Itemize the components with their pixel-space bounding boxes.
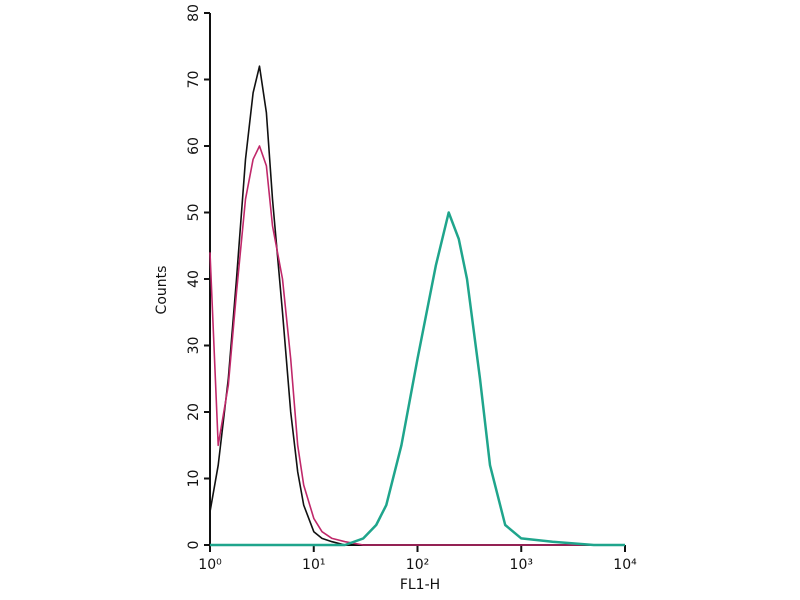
x-tick-label: 10³: [510, 557, 533, 573]
x-tick-label: 10⁰: [198, 557, 222, 573]
y-tick-label: 50: [186, 204, 202, 222]
y-tick-label: 0: [186, 541, 202, 550]
y-tick-label: 80: [186, 4, 202, 22]
y-tick-label: 70: [186, 71, 202, 89]
series-line: [210, 211, 625, 547]
y-tick-label: 60: [186, 137, 202, 155]
series-line: [209, 145, 625, 546]
y-axis-label: Counts: [154, 266, 170, 315]
y-tick-label: 40: [186, 270, 202, 288]
x-tick-label: 10²: [406, 557, 429, 573]
x-axis-label: FL1-H: [400, 577, 440, 593]
y-tick-label: 20: [186, 403, 202, 421]
x-tick-label: 10⁴: [613, 557, 637, 573]
series-line: [209, 65, 625, 546]
y-tick-label: 10: [186, 470, 202, 488]
y-tick-label: 30: [186, 337, 202, 355]
x-tick-label: 10¹: [302, 557, 325, 573]
